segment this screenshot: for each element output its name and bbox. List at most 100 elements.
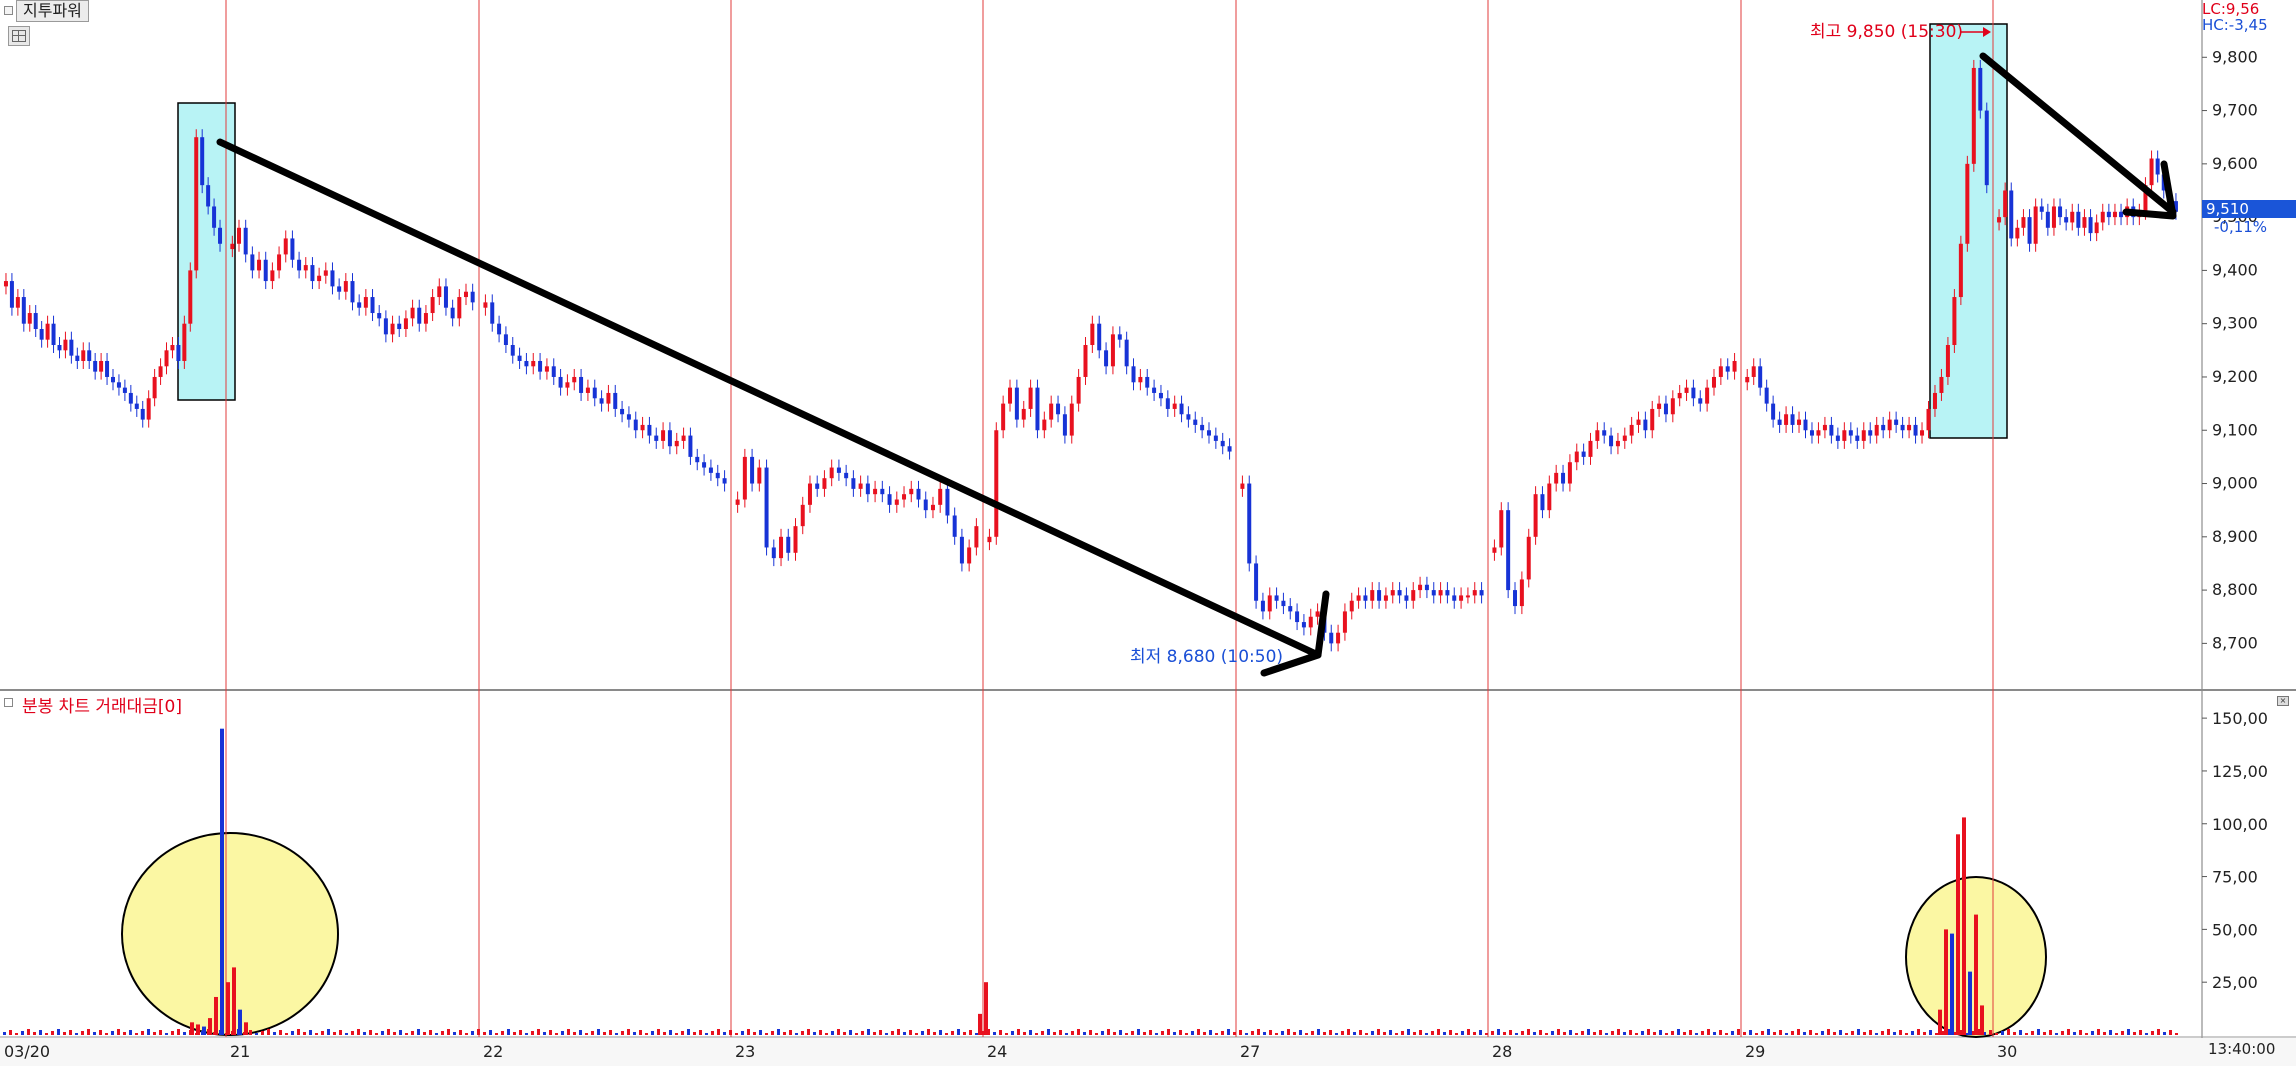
volume-bar <box>501 1031 504 1035</box>
candle <box>1952 297 1957 345</box>
candle <box>708 467 713 473</box>
candle <box>1042 419 1047 431</box>
volume-bar <box>831 1031 834 1035</box>
volume-bar <box>1329 1030 1332 1035</box>
volume-bar <box>633 1032 636 1035</box>
candle <box>1288 606 1293 612</box>
candle <box>626 414 631 420</box>
candle <box>1370 590 1375 601</box>
candle <box>1431 590 1436 596</box>
volume-bar <box>1263 1032 1266 1035</box>
candle <box>722 478 727 484</box>
candle <box>2070 211 2075 223</box>
price-tick-label: 9,800 <box>2212 47 2258 66</box>
candle <box>1533 494 1538 537</box>
candle <box>873 488 878 495</box>
volume-bar <box>927 1029 930 1035</box>
candle <box>3 281 8 287</box>
candle <box>887 494 892 505</box>
volume-bar <box>1485 1033 1488 1035</box>
volume-bar <box>627 1029 630 1035</box>
volume-bar <box>1881 1031 1884 1035</box>
lc-label: LC:9,56 <box>2202 0 2260 18</box>
candle <box>1984 110 1989 186</box>
candle <box>1131 366 1136 383</box>
volume-bar <box>9 1030 12 1035</box>
volume-bar <box>411 1031 414 1035</box>
close-icon[interactable]: × <box>2277 696 2289 706</box>
volume-bar <box>1281 1031 1284 1035</box>
candle <box>1784 414 1789 425</box>
candle <box>829 467 834 479</box>
volume-tick-label: 100,00 <box>2212 815 2268 834</box>
candle <box>1186 414 1191 420</box>
volume-bar <box>705 1033 708 1035</box>
volume-bar <box>1719 1030 1722 1035</box>
volume-tick-label: 25,00 <box>2212 973 2258 992</box>
candle <box>1602 430 1607 436</box>
volume-bar <box>663 1032 666 1035</box>
volume-bar <box>795 1033 798 1035</box>
candle <box>164 350 169 367</box>
candle <box>194 137 199 271</box>
volume-bar <box>423 1032 426 1035</box>
volume-bar <box>1647 1029 1650 1035</box>
volume-bar <box>489 1030 492 1035</box>
candle <box>1008 387 1013 404</box>
volume-bar <box>123 1032 126 1035</box>
candle <box>865 483 870 495</box>
candle <box>702 462 707 468</box>
volume-bar <box>1401 1031 1404 1035</box>
volume-bar <box>657 1029 660 1035</box>
candle <box>750 456 755 484</box>
candle <box>538 360 543 372</box>
candle <box>1809 430 1814 436</box>
candle <box>1342 611 1347 633</box>
volume-bar <box>1683 1032 1686 1035</box>
candle <box>1104 350 1109 367</box>
volume-bar <box>1677 1029 1680 1035</box>
volume-bar <box>2145 1033 2148 1035</box>
volume-bar <box>1941 1031 1944 1035</box>
candle <box>1110 334 1115 367</box>
volume-bar <box>1797 1029 1800 1035</box>
candle <box>1663 403 1668 415</box>
volume-bar <box>1593 1032 1596 1035</box>
volume-bar <box>549 1030 552 1035</box>
candle <box>1206 430 1211 436</box>
volume-bar <box>339 1030 342 1035</box>
candle <box>661 430 666 441</box>
volume-bar <box>801 1031 804 1035</box>
volume-bar <box>1467 1029 1470 1035</box>
volume-bar <box>1761 1031 1764 1035</box>
volume-bar <box>1473 1032 1476 1035</box>
volume-bar <box>147 1029 150 1035</box>
volume-tick-label: 150,00 <box>2212 709 2268 728</box>
candle <box>1083 345 1088 377</box>
candle <box>27 313 32 324</box>
volume-bar <box>2061 1031 2064 1035</box>
volume-bar <box>1971 1031 1974 1035</box>
candle <box>1777 419 1782 425</box>
downtrend-arrow-head <box>1260 590 1330 677</box>
volume-bar <box>645 1033 648 1035</box>
candle <box>158 366 163 377</box>
volume-bar <box>1149 1030 1152 1035</box>
volume-bar <box>1611 1031 1614 1035</box>
volume-panel-box[interactable] <box>4 698 13 707</box>
candle <box>1383 595 1388 601</box>
candle <box>2143 185 2148 212</box>
candle <box>1650 408 1655 431</box>
volume-bar <box>327 1029 330 1035</box>
candle <box>463 291 468 298</box>
candle <box>383 318 388 335</box>
candle <box>243 227 248 255</box>
candle <box>152 376 157 399</box>
candle <box>206 185 211 207</box>
candle <box>33 313 38 330</box>
grid-icon[interactable] <box>8 26 30 46</box>
panel-collapse-box[interactable] <box>4 6 13 15</box>
drop-arrow-line <box>1979 52 2177 216</box>
candle <box>503 334 508 345</box>
volume-spike <box>1950 933 1954 1035</box>
